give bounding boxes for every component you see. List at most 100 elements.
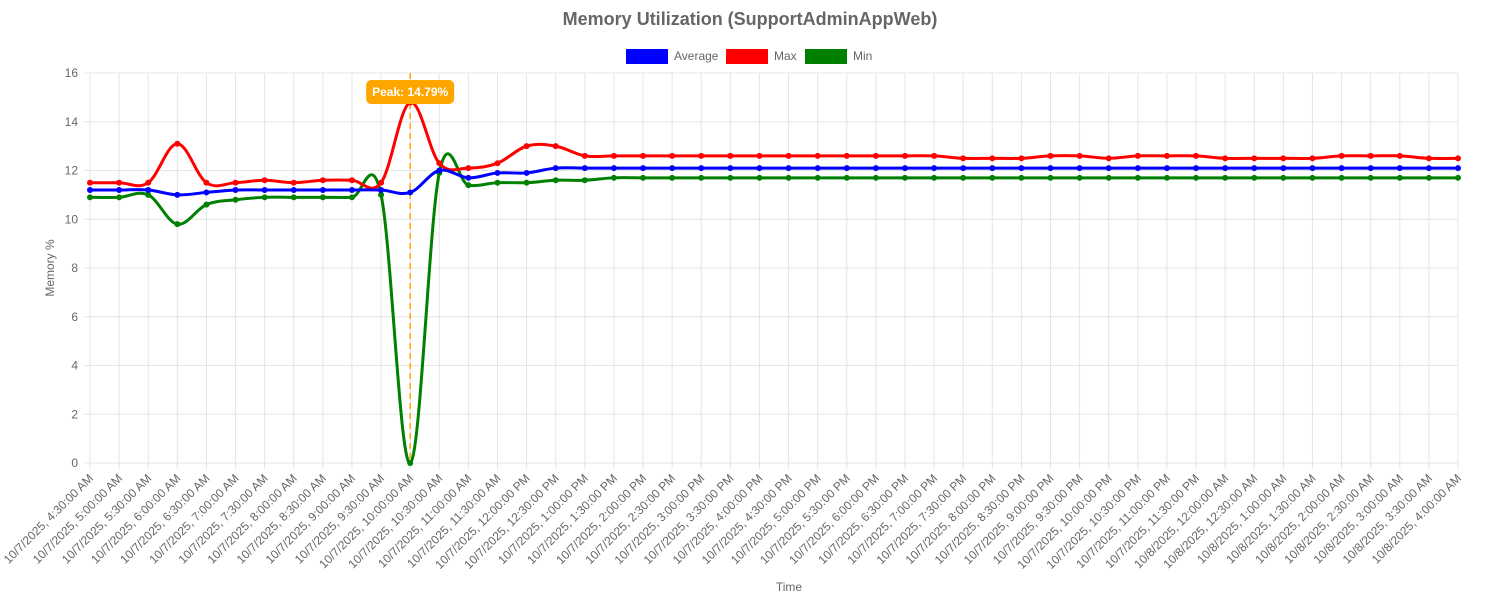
data-point-average[interactable]	[1018, 165, 1025, 172]
data-point-average[interactable]	[1047, 165, 1054, 172]
data-point-average[interactable]	[116, 187, 123, 193]
data-point-max[interactable]	[1163, 152, 1170, 159]
data-point-min[interactable]	[727, 174, 734, 181]
data-point-average[interactable]	[1193, 165, 1200, 172]
data-point-min[interactable]	[843, 174, 850, 181]
data-point-max[interactable]	[698, 152, 705, 159]
data-point-min[interactable]	[203, 201, 210, 208]
data-point-min[interactable]	[1193, 174, 1200, 181]
data-point-min[interactable]	[960, 174, 967, 181]
legend-item-max[interactable]: Max	[726, 49, 797, 64]
data-point-max[interactable]	[1222, 155, 1229, 162]
data-point-min[interactable]	[494, 179, 501, 186]
data-point-average[interactable]	[232, 187, 239, 193]
data-point-max[interactable]	[1425, 155, 1432, 162]
data-point-max[interactable]	[1251, 155, 1258, 162]
data-point-min[interactable]	[290, 194, 297, 201]
data-point-min[interactable]	[465, 182, 472, 189]
data-point-min[interactable]	[1280, 174, 1287, 181]
data-point-max[interactable]	[785, 152, 792, 159]
data-point-average[interactable]	[378, 187, 385, 193]
data-point-max[interactable]	[1280, 155, 1287, 162]
data-point-average[interactable]	[1076, 165, 1083, 172]
data-point-min[interactable]	[1222, 174, 1229, 181]
data-point-max[interactable]	[348, 177, 355, 184]
data-point-max[interactable]	[203, 179, 210, 186]
data-point-average[interactable]	[1309, 165, 1316, 172]
data-point-max[interactable]	[87, 179, 93, 186]
data-point-average[interactable]	[436, 167, 443, 174]
data-point-min[interactable]	[174, 221, 181, 228]
data-point-max[interactable]	[1455, 155, 1461, 162]
data-point-min[interactable]	[523, 179, 530, 186]
data-point-average[interactable]	[407, 189, 414, 196]
data-point-max[interactable]	[378, 179, 385, 186]
data-point-average[interactable]	[610, 165, 617, 172]
data-point-average[interactable]	[1367, 165, 1374, 172]
data-point-min[interactable]	[698, 174, 705, 181]
data-point-max[interactable]	[814, 152, 821, 159]
data-point-average[interactable]	[523, 169, 530, 176]
data-point-average[interactable]	[727, 165, 734, 172]
data-point-average[interactable]	[872, 165, 879, 172]
data-point-max[interactable]	[1018, 155, 1025, 162]
data-point-max[interactable]	[1134, 152, 1141, 159]
data-point-average[interactable]	[843, 165, 850, 172]
data-point-min[interactable]	[989, 174, 996, 181]
data-point-max[interactable]	[1076, 152, 1083, 159]
data-point-max[interactable]	[1105, 155, 1112, 162]
data-point-average[interactable]	[1222, 165, 1229, 172]
data-point-average[interactable]	[640, 165, 647, 172]
data-point-min[interactable]	[1018, 174, 1025, 181]
data-point-max[interactable]	[1396, 152, 1403, 159]
data-point-average[interactable]	[756, 165, 763, 172]
data-point-min[interactable]	[669, 174, 676, 181]
data-point-average[interactable]	[87, 187, 93, 193]
data-point-average[interactable]	[901, 165, 908, 172]
data-point-min[interactable]	[872, 174, 879, 181]
data-point-average[interactable]	[552, 165, 559, 172]
data-point-average[interactable]	[931, 165, 938, 172]
data-point-min[interactable]	[378, 191, 385, 198]
data-point-max[interactable]	[931, 152, 938, 159]
data-point-min[interactable]	[901, 174, 908, 181]
data-point-max[interactable]	[436, 160, 443, 167]
data-point-max[interactable]	[261, 177, 268, 184]
data-point-average[interactable]	[989, 165, 996, 172]
data-point-average[interactable]	[261, 187, 268, 193]
data-point-min[interactable]	[581, 177, 588, 184]
data-point-max[interactable]	[552, 143, 559, 150]
data-point-max[interactable]	[960, 155, 967, 162]
data-point-average[interactable]	[1280, 165, 1287, 172]
data-point-average[interactable]	[1455, 165, 1461, 172]
data-point-min[interactable]	[1134, 174, 1141, 181]
data-point-min[interactable]	[1047, 174, 1054, 181]
data-point-max[interactable]	[872, 152, 879, 159]
data-point-min[interactable]	[785, 174, 792, 181]
data-point-max[interactable]	[610, 152, 617, 159]
data-point-average[interactable]	[465, 174, 472, 181]
data-point-max[interactable]	[232, 179, 239, 186]
data-point-average[interactable]	[669, 165, 676, 172]
data-point-average[interactable]	[1105, 165, 1112, 172]
data-point-min[interactable]	[319, 194, 326, 201]
data-point-max[interactable]	[523, 143, 530, 150]
data-point-max[interactable]	[756, 152, 763, 159]
data-point-average[interactable]	[290, 187, 297, 193]
data-point-min[interactable]	[116, 194, 123, 201]
data-point-max[interactable]	[290, 179, 297, 186]
data-point-average[interactable]	[1425, 165, 1432, 172]
data-point-average[interactable]	[1338, 165, 1345, 172]
data-point-min[interactable]	[1367, 174, 1374, 181]
data-point-min[interactable]	[640, 174, 647, 181]
legend-item-average[interactable]: Average	[626, 49, 719, 64]
data-point-average[interactable]	[203, 189, 210, 196]
data-point-min[interactable]	[1105, 174, 1112, 181]
data-point-min[interactable]	[1396, 174, 1403, 181]
data-point-average[interactable]	[319, 187, 326, 193]
data-point-average[interactable]	[814, 165, 821, 172]
data-point-max[interactable]	[1193, 152, 1200, 159]
data-point-max[interactable]	[581, 152, 588, 159]
data-point-min[interactable]	[814, 174, 821, 181]
data-point-max[interactable]	[843, 152, 850, 159]
